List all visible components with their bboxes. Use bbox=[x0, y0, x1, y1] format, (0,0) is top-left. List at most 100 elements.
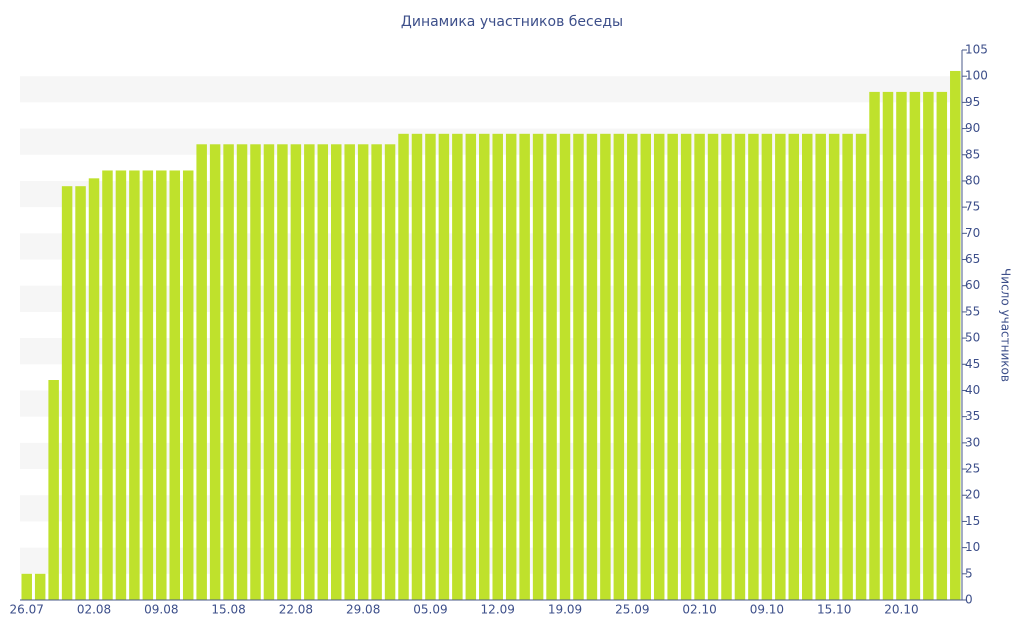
y-tick-label: 0 bbox=[965, 593, 973, 607]
bar bbox=[102, 170, 113, 600]
bar bbox=[452, 133, 463, 601]
bar bbox=[263, 144, 275, 601]
y-tick-label: 100 bbox=[965, 69, 988, 83]
y-axis-label: Число участников bbox=[999, 268, 1013, 382]
y-tick-label: 60 bbox=[965, 278, 980, 292]
bar bbox=[492, 133, 503, 601]
x-tick-label: 26.07 bbox=[10, 603, 44, 617]
y-tick-label: 95 bbox=[965, 95, 980, 109]
y-tick-label: 55 bbox=[965, 304, 980, 318]
bar bbox=[815, 133, 826, 601]
x-tick-label: 05.09 bbox=[413, 603, 447, 617]
bar bbox=[775, 133, 786, 601]
bar bbox=[801, 133, 813, 601]
bar bbox=[667, 133, 678, 601]
x-tick-label: 02.10 bbox=[682, 603, 716, 617]
bar bbox=[142, 170, 154, 600]
bar bbox=[694, 133, 705, 601]
x-tick-label: 02.08 bbox=[77, 603, 111, 617]
y-tick-label: 65 bbox=[965, 252, 980, 266]
bar bbox=[707, 133, 719, 601]
bar bbox=[277, 144, 288, 601]
x-tick-label: 19.09 bbox=[548, 603, 582, 617]
bar bbox=[748, 133, 759, 601]
bar bbox=[196, 144, 207, 601]
y-tick-label: 75 bbox=[965, 200, 980, 214]
y-tick-label: 30 bbox=[965, 435, 980, 449]
y-tick-label: 105 bbox=[965, 43, 988, 57]
bar bbox=[855, 133, 867, 601]
bar bbox=[465, 133, 477, 601]
bar bbox=[909, 91, 921, 601]
bar bbox=[411, 133, 423, 601]
bar bbox=[129, 170, 140, 600]
bar bbox=[169, 170, 181, 600]
y-tick-label: 85 bbox=[965, 147, 980, 161]
bar bbox=[640, 133, 652, 601]
y-tick-label: 40 bbox=[965, 383, 980, 397]
bar bbox=[761, 133, 773, 601]
bar bbox=[842, 133, 853, 601]
bar bbox=[88, 178, 100, 601]
bar bbox=[613, 133, 625, 601]
chart-title: Динамика участников беседы bbox=[401, 14, 623, 30]
bar bbox=[721, 133, 732, 601]
bar bbox=[290, 144, 302, 601]
bar bbox=[371, 144, 382, 601]
bar bbox=[344, 144, 355, 601]
bar bbox=[209, 144, 221, 601]
bar bbox=[438, 133, 450, 601]
bar bbox=[48, 380, 59, 600]
bar bbox=[156, 170, 167, 600]
x-tick-label: 29.08 bbox=[346, 603, 380, 617]
bar bbox=[936, 91, 948, 601]
bar bbox=[653, 133, 665, 601]
bar bbox=[680, 133, 692, 601]
bar bbox=[505, 133, 517, 601]
y-tick-label: 5 bbox=[965, 566, 973, 580]
bar bbox=[61, 186, 73, 600]
bar bbox=[182, 170, 194, 600]
bar bbox=[869, 91, 880, 601]
y-tick-label: 15 bbox=[965, 514, 980, 528]
y-tick-label: 80 bbox=[965, 173, 980, 187]
bar bbox=[223, 144, 234, 601]
bar bbox=[532, 133, 544, 601]
bar bbox=[600, 133, 611, 601]
x-tick-label: 25.09 bbox=[615, 603, 649, 617]
y-tick-label: 50 bbox=[965, 331, 980, 345]
y-tick-label: 10 bbox=[965, 540, 980, 554]
y-tick-label: 25 bbox=[965, 462, 980, 476]
bar bbox=[734, 133, 746, 601]
bar bbox=[559, 133, 571, 601]
x-tick-label: 12.09 bbox=[481, 603, 515, 617]
bar bbox=[398, 133, 409, 601]
y-tick-label: 45 bbox=[965, 357, 980, 371]
bar bbox=[425, 133, 436, 601]
x-tick-label: 20.10 bbox=[884, 603, 918, 617]
x-tick-label: 22.08 bbox=[279, 603, 313, 617]
bar bbox=[896, 91, 907, 601]
bar bbox=[923, 91, 934, 601]
bar bbox=[627, 133, 638, 601]
bar bbox=[75, 186, 86, 600]
bar bbox=[115, 170, 127, 600]
grid-band bbox=[20, 76, 962, 103]
y-tick-label: 70 bbox=[965, 226, 980, 240]
bar bbox=[304, 144, 315, 601]
bar bbox=[546, 133, 557, 601]
bar bbox=[586, 133, 598, 601]
y-tick-label: 20 bbox=[965, 488, 980, 502]
bar bbox=[828, 133, 840, 601]
bar bbox=[357, 144, 369, 601]
bar bbox=[519, 133, 530, 601]
bar bbox=[384, 144, 396, 601]
bar bbox=[236, 144, 248, 601]
bar bbox=[317, 144, 329, 601]
bar bbox=[330, 144, 342, 601]
bar bbox=[21, 573, 32, 600]
x-tick-label: 09.08 bbox=[144, 603, 178, 617]
bar bbox=[882, 91, 894, 601]
